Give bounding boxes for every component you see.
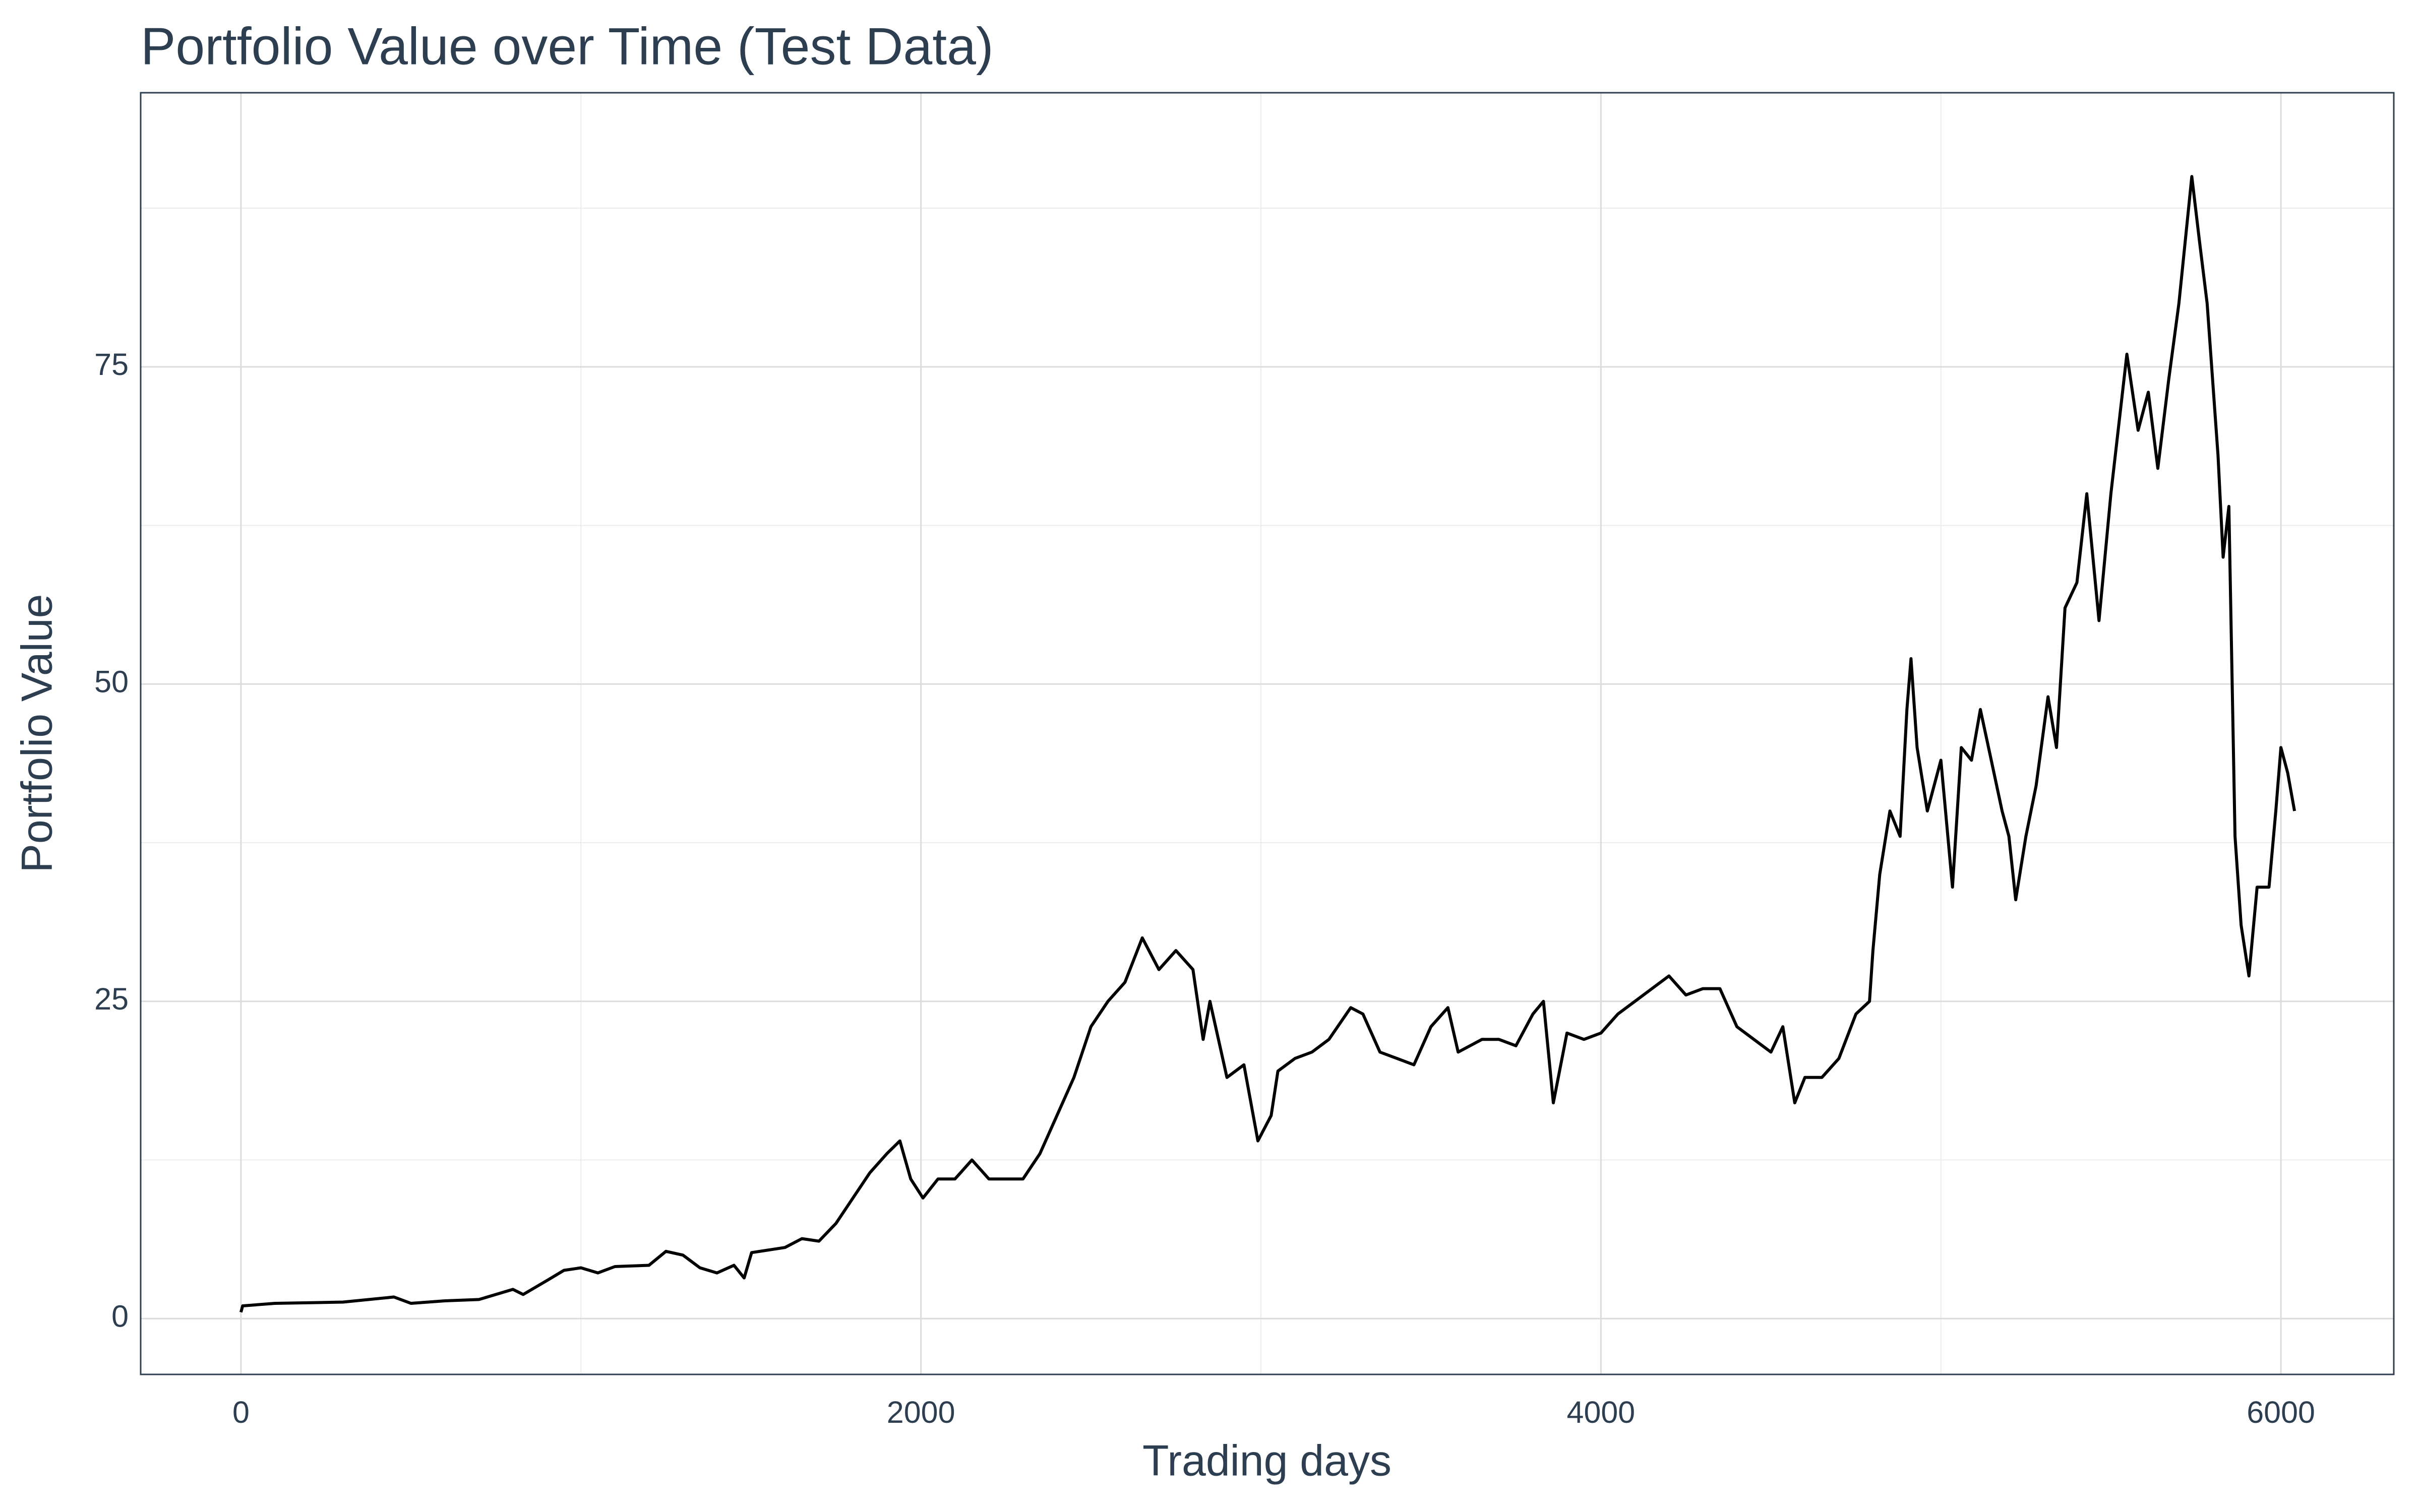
x-tick-label: 0 bbox=[232, 1395, 250, 1429]
line-series bbox=[239, 175, 2296, 1313]
y-tick-label: 50 bbox=[94, 664, 129, 699]
chart-title: Portfolio Value over Time (Test Data) bbox=[141, 17, 994, 76]
plot-border bbox=[140, 92, 2395, 1375]
y-tick-label: 0 bbox=[111, 1299, 129, 1333]
x-tick-label: 6000 bbox=[2247, 1395, 2315, 1429]
y-axis-title: Portfolio Value bbox=[13, 594, 62, 873]
x-axis-title: Trading days bbox=[1142, 1437, 1392, 1485]
y-tick-label: 75 bbox=[94, 347, 129, 382]
x-tick-label: 4000 bbox=[1567, 1395, 1636, 1429]
y-tick-label: 25 bbox=[94, 982, 129, 1016]
x-tick-label: 2000 bbox=[887, 1395, 955, 1429]
